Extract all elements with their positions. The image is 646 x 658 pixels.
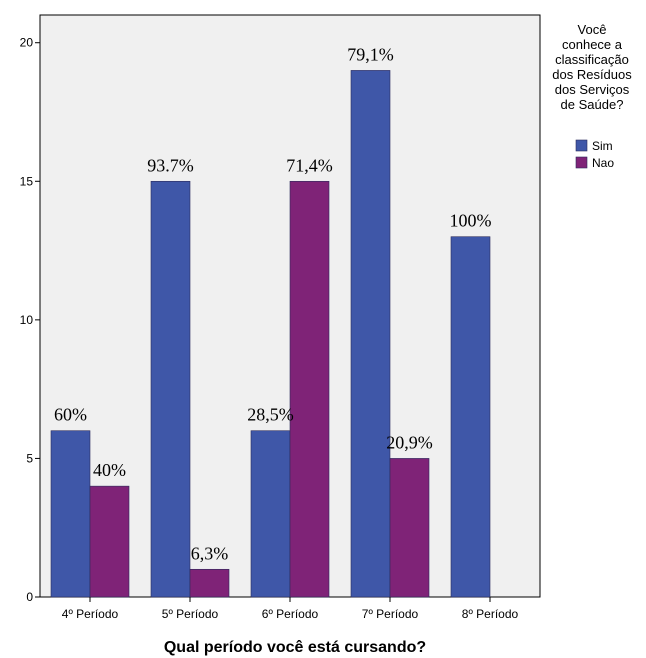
y-axis: 0 5 10 15 20 <box>20 36 40 604</box>
y-tick-label: 10 <box>20 313 34 327</box>
legend-title-line: dos Resíduos <box>552 67 632 82</box>
legend-entry-nao: Nao <box>592 156 614 170</box>
x-axis: 4º Período 5º Período 6º Período 7º Período… <box>62 597 519 621</box>
bar-sim-2 <box>150 180 191 598</box>
x-axis-title: Qual período você está cursando? <box>164 639 426 656</box>
y-tick-label: 15 <box>20 174 34 188</box>
data-label: 93.7% <box>147 155 194 175</box>
bar-sim-5 <box>450 236 491 598</box>
bar-nao-4 <box>389 458 430 598</box>
y-tick-label: 0 <box>26 590 33 604</box>
bars <box>50 70 491 598</box>
legend-title-line: conhece a <box>562 37 623 52</box>
y-tick-label: 20 <box>20 36 34 50</box>
data-label: 6,3% <box>191 543 229 563</box>
data-labels: 60% 40% 93.7% 6,3% 28,5% 71,4% 79,1% 20,9% 100% <box>54 44 492 563</box>
x-tick-label: 8º Período <box>462 607 519 621</box>
bar-sim-4 <box>350 70 391 598</box>
x-tick-label: 5º Período <box>162 607 219 621</box>
data-label: 79,1% <box>347 44 394 64</box>
bar-nao-1 <box>89 485 130 598</box>
legend-title-line: de Saúde? <box>561 97 624 112</box>
legend-title-line: Você <box>578 22 607 37</box>
data-label: 28,5% <box>247 405 294 425</box>
data-label: 40% <box>93 460 126 480</box>
bar-nao-3 <box>289 180 330 598</box>
legend-title-line: classificação <box>555 52 629 67</box>
legend-entry-sim: Sim <box>592 139 613 153</box>
legend-title-line: dos Serviços <box>555 82 630 97</box>
data-label: 71,4% <box>286 155 333 175</box>
data-label: 100% <box>450 211 492 231</box>
data-label: 20,9% <box>386 432 433 452</box>
bar-sim-3 <box>250 430 291 598</box>
data-label: 60% <box>54 405 87 425</box>
x-tick-label: 7º Período <box>362 607 419 621</box>
legend-swatch-nao <box>575 156 588 169</box>
x-tick-label: 4º Período <box>62 607 119 621</box>
x-tick-label: 6º Período <box>262 607 319 621</box>
bar-sim-1 <box>50 430 91 598</box>
legend-swatch-sim <box>575 139 588 152</box>
y-tick-label: 5 <box>26 451 33 465</box>
bar-nao-2 <box>189 568 230 598</box>
